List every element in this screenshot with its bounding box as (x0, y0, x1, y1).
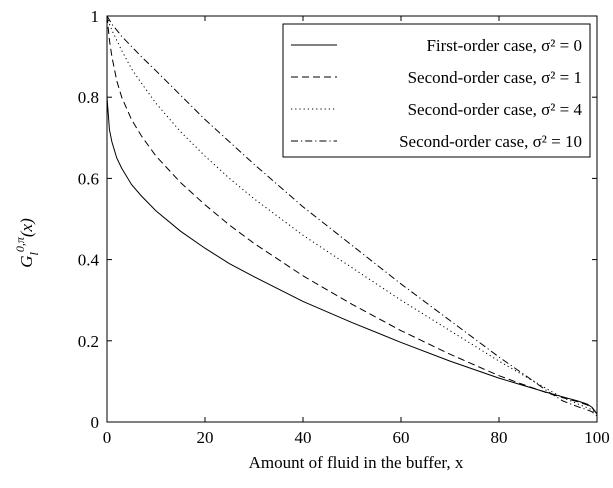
legend: First-order case, σ² = 0 Second-order cas… (282, 23, 591, 158)
y-tick-label: 0.4 (78, 251, 100, 270)
legend-label: Second-order case, σ² = 4 (408, 100, 583, 119)
plot-frame (106, 15, 598, 423)
legend-label: First-order case, σ² = 0 (426, 36, 582, 55)
y-axis-label-subscript: l (27, 251, 41, 255)
y-axis-label-G: G (17, 255, 36, 267)
x-tick-label: 20 (197, 428, 214, 447)
x-tick-label: 100 (584, 428, 610, 447)
x-axis-label: Amount of fluid in the buffer, x (249, 453, 464, 472)
x-tick-label: 60 (393, 428, 410, 447)
x-tick-label: 40 (295, 428, 312, 447)
legend-label: Second-order case, σ² = 1 (408, 68, 582, 87)
y-tick-label: 1 (91, 7, 100, 26)
tick-labels: 0 20 40 60 80 100 0 0.2 0.4 0.6 0.8 1 (78, 7, 610, 447)
y-axis-label-arg: (x) (17, 218, 36, 237)
series-line-4 (106, 15, 598, 417)
x-tick-label: 0 (103, 428, 112, 447)
y-axis-label: Gl0,π(x) (13, 218, 41, 268)
legend-box (282, 23, 591, 158)
y-tick-label: 0.6 (78, 169, 99, 188)
legend-label: Second-order case, σ² = 10 (399, 132, 582, 151)
y-tick-label: 0 (91, 413, 100, 432)
axes (106, 15, 598, 423)
series-line-2 (106, 15, 598, 415)
y-tick-label: 0.8 (78, 88, 99, 107)
x-tick-label: 80 (491, 428, 508, 447)
y-axis-label-text: Gl0,π(x) (13, 218, 41, 268)
series-line-1 (106, 97, 598, 415)
y-tick-label: 0.2 (78, 332, 99, 351)
y-axis-label-superscript: 0,π (13, 236, 27, 252)
plot-area (106, 15, 598, 417)
